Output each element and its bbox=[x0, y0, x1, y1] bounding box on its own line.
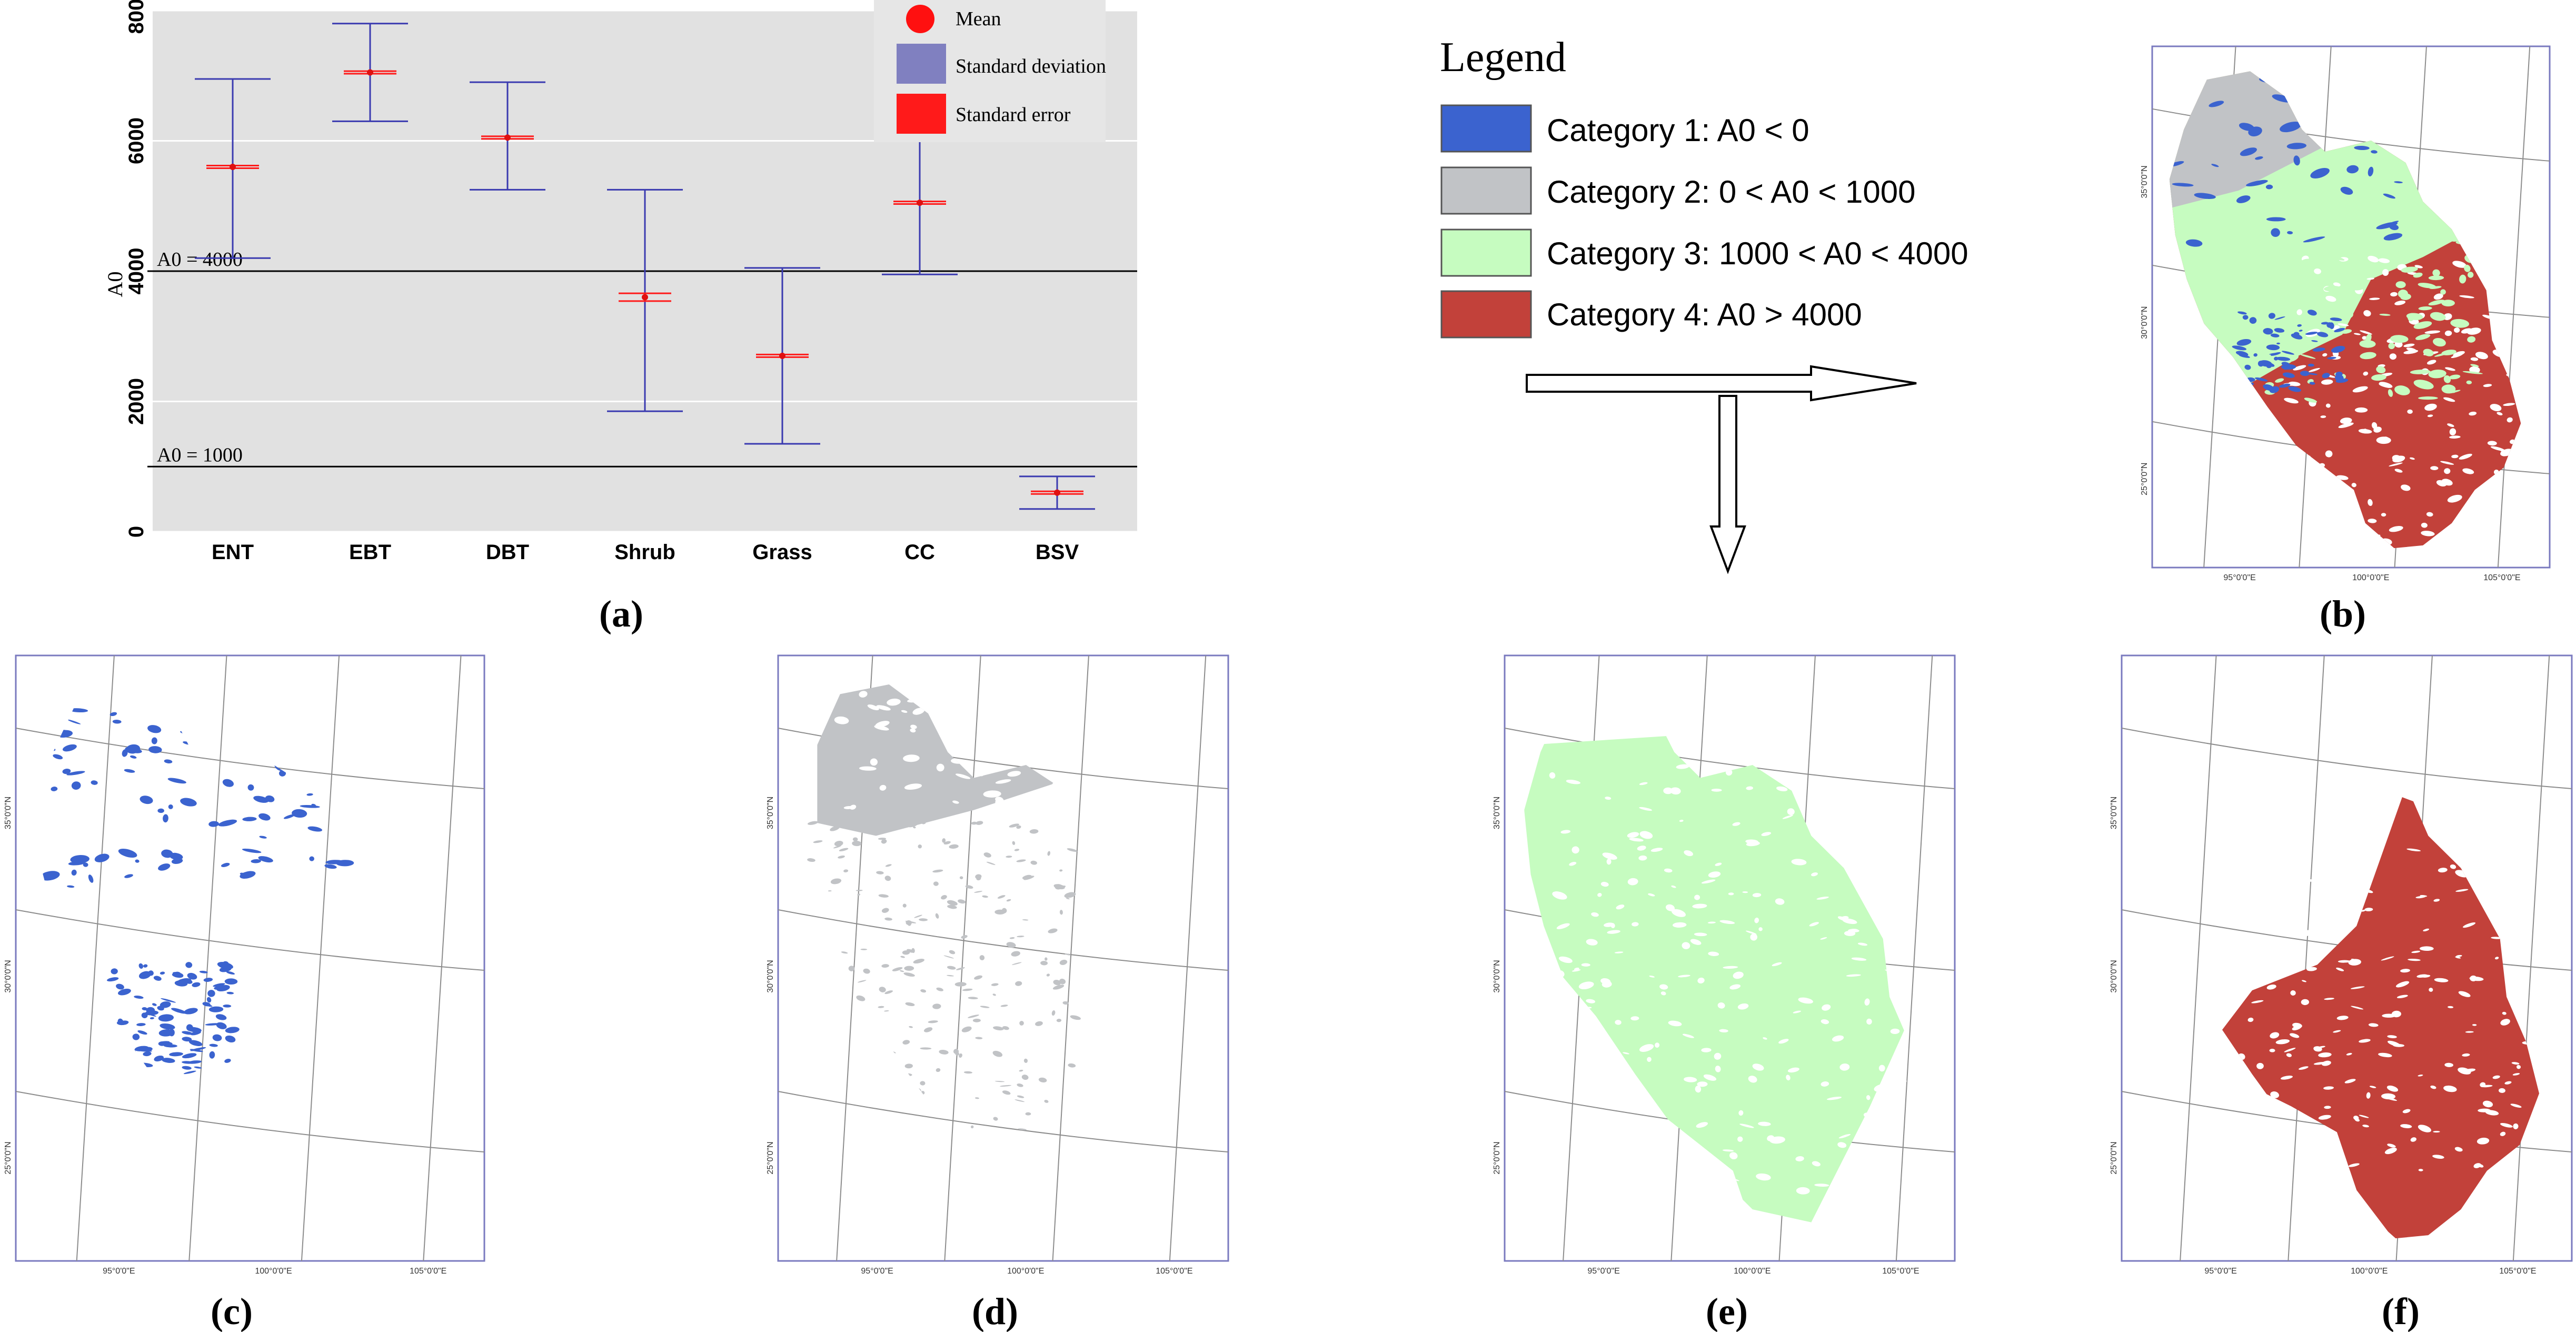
error-bar-dbt bbox=[470, 81, 545, 191]
x-tick-label: Shrub bbox=[614, 541, 675, 564]
x-tick-label: BSV bbox=[1036, 541, 1079, 564]
mean-point bbox=[504, 134, 511, 141]
lat-label: 35°0'0"N bbox=[2140, 165, 2149, 198]
x-tick-label: ENT bbox=[212, 541, 254, 564]
lat-label: 30°0'0"N bbox=[2140, 306, 2149, 339]
lat-label: 30°0'0"N bbox=[766, 960, 775, 992]
error-bar-ent bbox=[195, 78, 271, 259]
panel-label-b: (b) bbox=[2320, 593, 2366, 635]
reference-line-label: A0 = 4000 bbox=[157, 248, 243, 271]
lon-label: 95°0'0"E bbox=[2223, 573, 2255, 582]
legend-label-category-3: Category 3: 1000 < A0 < 4000 bbox=[1547, 236, 1968, 271]
mean-point bbox=[779, 352, 785, 359]
lat-label: 25°0'0"N bbox=[1493, 1141, 1501, 1174]
legend-mean-marker bbox=[906, 5, 934, 33]
panel-label-d: (d) bbox=[972, 1290, 1018, 1332]
panel-label-e: (e) bbox=[1706, 1290, 1748, 1332]
lon-label: 105°0'0"E bbox=[1156, 1267, 1192, 1276]
x-tick-label: CC bbox=[904, 541, 935, 564]
error-bar-grass bbox=[744, 267, 820, 445]
mean-point bbox=[917, 200, 923, 206]
legend-label-category-1: Category 1: A0 < 0 bbox=[1547, 113, 1809, 148]
y-tick-label: 6000 bbox=[125, 117, 148, 164]
lat-label: 35°0'0"N bbox=[4, 797, 13, 829]
panel-label-c: (c) bbox=[211, 1290, 253, 1332]
lon-label: 95°0'0"E bbox=[103, 1267, 135, 1276]
y-axis: 0 2000 4000 6000 8000 bbox=[125, 0, 148, 538]
lat-label: 25°0'0"N bbox=[766, 1141, 775, 1174]
lat-label: 30°0'0"N bbox=[1493, 960, 1501, 992]
mean-point bbox=[367, 69, 373, 76]
legend-sd-patch bbox=[897, 44, 946, 84]
panel-label-a: (a) bbox=[599, 593, 643, 635]
map-d: 35°0'0"N 30°0'0"N 25°0'0"N 95°0'0"E 100°0'0"… bbox=[766, 654, 1229, 1276]
lat-label: 30°0'0"N bbox=[4, 960, 13, 992]
legend-sd-label: Standard deviation bbox=[956, 55, 1106, 77]
lon-label: 100°0'0"E bbox=[2352, 573, 2389, 582]
y-tick-label: 0 bbox=[125, 526, 148, 538]
lon-label: 105°0'0"E bbox=[410, 1267, 446, 1276]
x-tick-label: EBT bbox=[349, 541, 391, 564]
lat-label: 25°0'0"N bbox=[2110, 1141, 2119, 1174]
mean-point bbox=[642, 294, 648, 301]
lat-label: 25°0'0"N bbox=[2140, 463, 2149, 495]
graticule bbox=[15, 655, 485, 1261]
y-axis-label: A0 bbox=[103, 272, 127, 297]
map-b: 35°0'0"N 30°0'0"N 25°0'0"N 95°0'0"E 100°0'0"… bbox=[2140, 45, 2551, 582]
lon-label: 100°0'0"E bbox=[255, 1267, 292, 1276]
map-coverage bbox=[2213, 797, 2540, 1239]
legend-se-patch bbox=[897, 94, 946, 134]
x-tick-label: DBT bbox=[486, 541, 529, 564]
lat-label: 35°0'0"N bbox=[766, 797, 775, 829]
y-tick-label: 8000 bbox=[125, 0, 148, 34]
map-f: 35°0'0"N 30°0'0"N 25°0'0"N 95°0'0"E 100°0'0"… bbox=[2110, 654, 2573, 1276]
map-legend: Legend Category 1: A0 < 0 Category 2: 0 … bbox=[1440, 34, 1968, 339]
lon-label: 95°0'0"E bbox=[2204, 1267, 2236, 1276]
panel-label-f: (f) bbox=[2382, 1290, 2420, 1332]
lon-label: 105°0'0"E bbox=[2499, 1267, 2536, 1276]
x-axis: ENT EBT DBT Shrub Grass CC BSV bbox=[212, 541, 1079, 564]
error-bar-bsv bbox=[1019, 475, 1095, 510]
mean-point bbox=[230, 164, 236, 170]
mean-point bbox=[1054, 489, 1060, 496]
reference-lines: A0 = 4000 A0 = 1000 bbox=[147, 248, 1137, 468]
lon-label: 95°0'0"E bbox=[861, 1267, 893, 1276]
legend-swatch-category-1 bbox=[1440, 104, 1532, 153]
arrow-down bbox=[1709, 395, 1746, 574]
legend-swatch-category-2 bbox=[1440, 166, 1532, 215]
x-tick-label: Grass bbox=[752, 541, 812, 564]
lat-label: 25°0'0"N bbox=[4, 1141, 13, 1174]
map-frame bbox=[15, 654, 485, 1262]
map-legend-title: Legend bbox=[1440, 34, 1566, 81]
chart-legend: Mean Standard deviation Standard error bbox=[874, 0, 1106, 142]
lat-label: 30°0'0"N bbox=[2110, 960, 2119, 992]
legend-swatch-category-3 bbox=[1440, 228, 1532, 277]
reference-line-label: A0 = 1000 bbox=[157, 444, 243, 466]
error-bar-shrub bbox=[607, 188, 683, 412]
error-bar-ebt bbox=[332, 23, 408, 122]
chart-a: A0 = 4000 A0 = 1000 0 2000 4000 6000 8000 A0 … bbox=[103, 0, 1137, 564]
legend-se-label: Standard error bbox=[956, 104, 1071, 126]
y-tick-label: 4000 bbox=[125, 248, 148, 295]
lon-label: 100°0'0"E bbox=[1734, 1267, 1771, 1276]
map-coverage bbox=[1524, 726, 1923, 1222]
lon-label: 105°0'0"E bbox=[2483, 573, 2520, 582]
legend-label-category-4: Category 4: A0 > 4000 bbox=[1547, 297, 1862, 332]
arrow-right bbox=[1526, 365, 1917, 402]
legend-label-category-2: Category 2: 0 < A0 < 1000 bbox=[1547, 174, 1916, 210]
lon-label: 105°0'0"E bbox=[1882, 1267, 1919, 1276]
legend-mean-label: Mean bbox=[956, 8, 1001, 30]
map-c: 35°0'0"N 30°0'0"N 25°0'0"N 95°0'0"E 100°0'0"… bbox=[4, 654, 485, 1276]
legend-swatch-category-4 bbox=[1440, 290, 1532, 339]
lat-label: 35°0'0"N bbox=[1493, 797, 1501, 829]
lon-label: 100°0'0"E bbox=[2351, 1267, 2388, 1276]
lat-label: 35°0'0"N bbox=[2110, 797, 2119, 829]
lon-label: 100°0'0"E bbox=[1007, 1267, 1044, 1276]
lon-label: 95°0'0"E bbox=[1587, 1267, 1619, 1276]
map-e: 35°0'0"N 30°0'0"N 25°0'0"N 95°0'0"E 100°0'0"… bbox=[1493, 654, 1956, 1276]
y-tick-label: 2000 bbox=[125, 378, 148, 425]
